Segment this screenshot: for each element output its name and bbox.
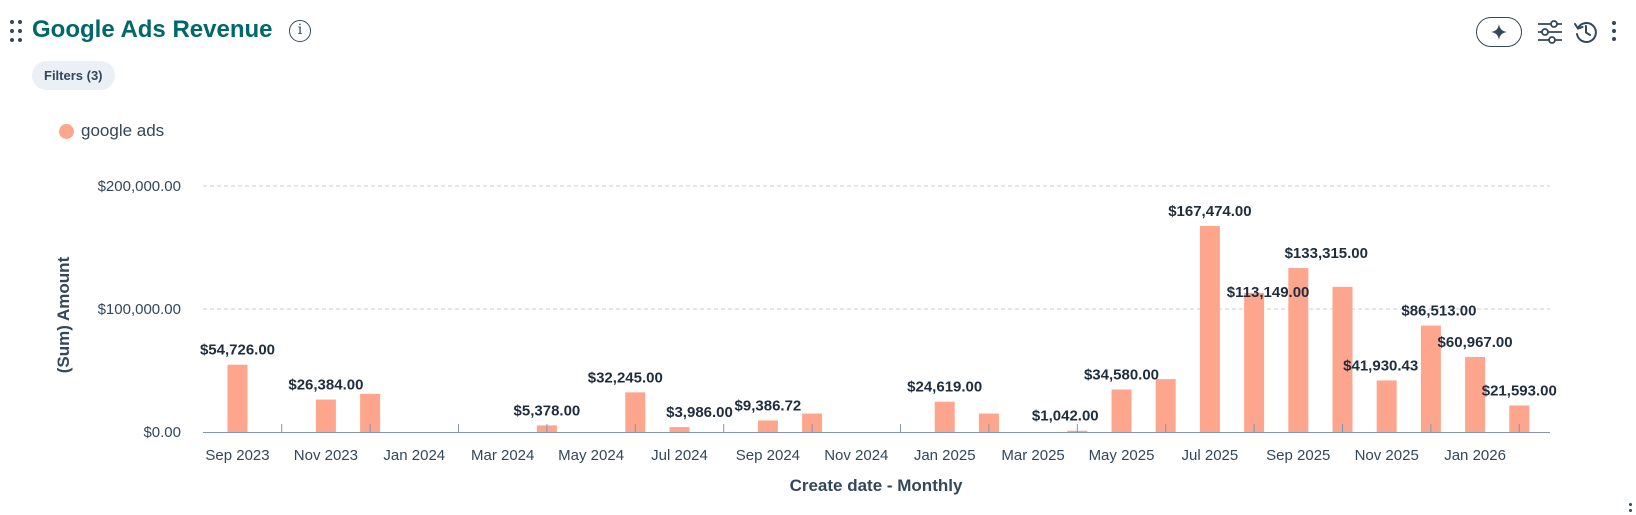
x-axis-ticks: Sep 2023 Nov 2023 Jan 2024 Mar 2024 May 2024… bbox=[205, 424, 1520, 464]
ai-assistant-button[interactable] bbox=[1476, 17, 1522, 47]
data-label: $26,384.00 bbox=[288, 377, 363, 394]
data-label: $113,149.00 bbox=[1227, 284, 1310, 301]
legend-label: google ads bbox=[81, 121, 165, 140]
data-label: $133,315.00 bbox=[1285, 245, 1368, 262]
data-label: $21,593.00 bbox=[1482, 382, 1557, 399]
data-label: $32,245.00 bbox=[588, 369, 663, 386]
x-tick-label: Sep 2023 bbox=[205, 447, 269, 464]
info-icon[interactable]: i bbox=[289, 20, 311, 42]
bars bbox=[227, 226, 1530, 432]
x-tick-label: Jul 2024 bbox=[651, 447, 708, 464]
y-axis-ticks: $0.00 $100,000.00 $200,000.00 bbox=[98, 178, 181, 441]
bar-jan-2026[interactable] bbox=[1465, 357, 1486, 432]
report-header: Google Ads Revenue i Filters (3) bbox=[0, 0, 1636, 90]
data-label: $3,986.00 bbox=[666, 404, 733, 421]
x-tick-label: Mar 2024 bbox=[471, 447, 534, 464]
data-label: $9,386.72 bbox=[735, 397, 802, 414]
bar-oct-2024[interactable] bbox=[802, 413, 823, 432]
data-label: $5,378.00 bbox=[514, 402, 581, 419]
data-label: $54,726.00 bbox=[200, 342, 275, 359]
x-axis-title: Create date - Monthly bbox=[790, 476, 963, 495]
bar-jun-2024[interactable] bbox=[625, 392, 646, 432]
bar-jun-2025[interactable] bbox=[1155, 379, 1176, 432]
bar-dec-2025[interactable] bbox=[1420, 325, 1441, 432]
data-label: $167,474.00 bbox=[1168, 203, 1251, 220]
bar-jul-2024[interactable] bbox=[669, 427, 690, 432]
history-icon[interactable] bbox=[1573, 19, 1599, 45]
bar-oct-2025[interactable] bbox=[1332, 286, 1353, 432]
data-label: $86,513.00 bbox=[1401, 303, 1476, 320]
resize-handle-icon[interactable] bbox=[1629, 503, 1633, 513]
bar-sep-2025[interactable] bbox=[1288, 268, 1309, 432]
bar-jan-2025[interactable] bbox=[934, 401, 955, 432]
bar-feb-2025[interactable] bbox=[978, 413, 999, 432]
bar-nov-2025[interactable] bbox=[1376, 380, 1397, 432]
x-tick-label: May 2024 bbox=[558, 447, 624, 464]
data-labels: $54,726.00 $26,384.00 $5,378.00 $32,245.00 $… bbox=[200, 203, 1557, 425]
x-tick-label: Jan 2026 bbox=[1444, 447, 1506, 464]
y-tick-label: $200,000.00 bbox=[98, 178, 181, 195]
x-tick-label: Jul 2025 bbox=[1182, 447, 1239, 464]
x-tick-label: Jan 2024 bbox=[383, 447, 445, 464]
drag-handle-icon[interactable] bbox=[9, 20, 23, 44]
gridlines bbox=[203, 185, 1550, 310]
data-label: $24,619.00 bbox=[907, 379, 982, 396]
x-tick-label: Mar 2025 bbox=[1001, 447, 1064, 464]
bar-dec-2023[interactable] bbox=[360, 393, 381, 432]
x-tick-label: Nov 2023 bbox=[294, 447, 358, 464]
bar-aug-2025[interactable] bbox=[1244, 292, 1265, 432]
bar-feb-2026[interactable] bbox=[1509, 405, 1530, 432]
more-vertical-icon[interactable] bbox=[1611, 20, 1617, 42]
data-label: $34,580.00 bbox=[1084, 366, 1159, 383]
legend-swatch bbox=[59, 124, 74, 139]
filters-button[interactable]: Filters (3) bbox=[32, 61, 115, 90]
x-tick-label: Jan 2025 bbox=[914, 447, 976, 464]
data-label: $41,930.43 bbox=[1343, 357, 1418, 374]
x-tick-label: Nov 2025 bbox=[1355, 447, 1419, 464]
bar-sep-2024[interactable] bbox=[757, 420, 778, 432]
bar-jul-2025[interactable] bbox=[1199, 226, 1220, 432]
y-tick-label: $0.00 bbox=[143, 424, 181, 441]
y-axis-title: (Sum) Amount bbox=[54, 256, 73, 373]
bar-nov-2023[interactable] bbox=[315, 399, 336, 432]
data-label: $60,967.00 bbox=[1438, 334, 1513, 351]
x-tick-label: Sep 2025 bbox=[1266, 447, 1330, 464]
x-tick-label: Nov 2024 bbox=[824, 447, 888, 464]
sliders-icon[interactable] bbox=[1537, 20, 1563, 44]
x-tick-label: Sep 2024 bbox=[736, 447, 800, 464]
y-tick-label: $100,000.00 bbox=[98, 301, 181, 318]
data-label: $1,042.00 bbox=[1032, 408, 1099, 425]
x-tick-label: May 2025 bbox=[1089, 447, 1155, 464]
bar-sep-2023[interactable] bbox=[227, 364, 248, 432]
report-title[interactable]: Google Ads Revenue bbox=[32, 16, 273, 43]
sparkle-icon bbox=[1491, 24, 1507, 40]
bar-may-2025[interactable] bbox=[1111, 389, 1132, 432]
